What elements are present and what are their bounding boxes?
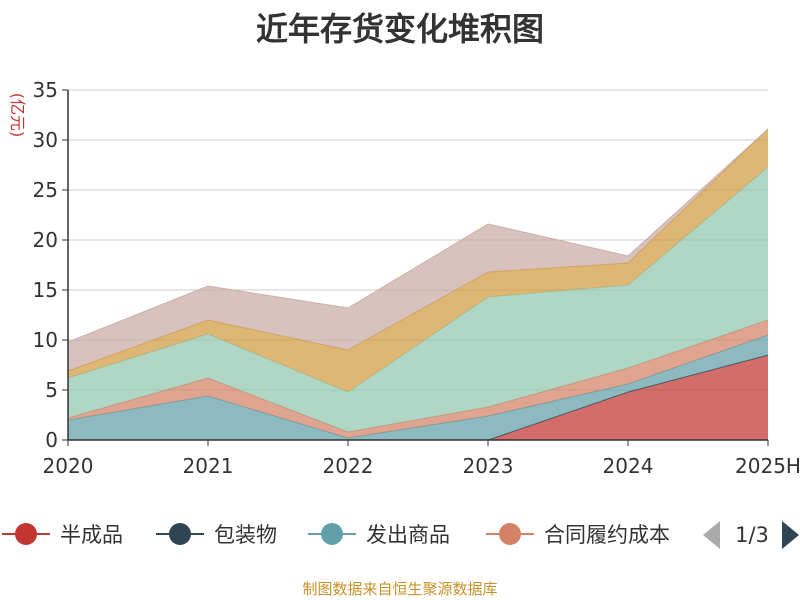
- x-tick-label: 2021: [183, 454, 234, 478]
- x-tick-label: 2025H: [735, 454, 800, 478]
- y-tick-label: 30: [33, 128, 58, 152]
- x-tick-label: 2024: [603, 454, 654, 478]
- legend-label: 合同履约成本: [544, 523, 670, 547]
- legend-label: 包装物: [214, 523, 277, 547]
- chart-title: 近年存货变化堆积图: [255, 10, 544, 48]
- legend-marker: [169, 523, 191, 545]
- area-series-5: [68, 129, 768, 392]
- y-tick-label: 25: [33, 178, 58, 202]
- area-line-6: [67, 128, 769, 343]
- y-tick-label: 35: [33, 78, 58, 102]
- legend-marker: [15, 523, 37, 545]
- x-tick-label: 2020: [43, 454, 94, 478]
- legend-next-icon[interactable]: [782, 521, 799, 549]
- legend-page-indicator: 1/3: [735, 523, 769, 547]
- legend-item[interactable]: 半成品: [2, 523, 123, 547]
- area-series-2: [68, 335, 768, 440]
- legend-item[interactable]: 合同履约成本: [486, 523, 670, 547]
- footer-source: 制图数据来自恒生聚源数据库: [302, 580, 498, 598]
- legend-item[interactable]: 包装物: [156, 523, 277, 547]
- y-tick-label: 15: [33, 278, 58, 302]
- y-tick-label: 20: [33, 228, 58, 252]
- y-tick-label: 10: [33, 328, 58, 352]
- legend-marker: [499, 523, 521, 545]
- area-series-6: [68, 129, 768, 371]
- legend-label: 半成品: [60, 523, 123, 547]
- legend-marker: [321, 523, 343, 545]
- x-tick-label: 2023: [463, 454, 514, 478]
- area-series-0: [68, 355, 768, 440]
- y-tick-label: 5: [45, 378, 58, 402]
- legend-layer: 半成品 包装物 发出商品 合同履约成本 1/3: [2, 521, 799, 549]
- legend-item[interactable]: 发出商品: [308, 523, 450, 547]
- area-series-4: [68, 167, 768, 432]
- area-series-3: [68, 320, 768, 438]
- y-axis-label: (亿元): [8, 93, 27, 138]
- legend-prev-icon[interactable]: [703, 521, 720, 549]
- axis-layer: 0 5 10 15 20 25 30 35 2020 2021 2022 2023 2024 2025H (…: [8, 78, 800, 478]
- y-tick-label: 0: [45, 428, 58, 452]
- x-tick-label: 2022: [323, 454, 374, 478]
- legend-label: 发出商品: [366, 523, 450, 547]
- area-layer: [67, 128, 769, 441]
